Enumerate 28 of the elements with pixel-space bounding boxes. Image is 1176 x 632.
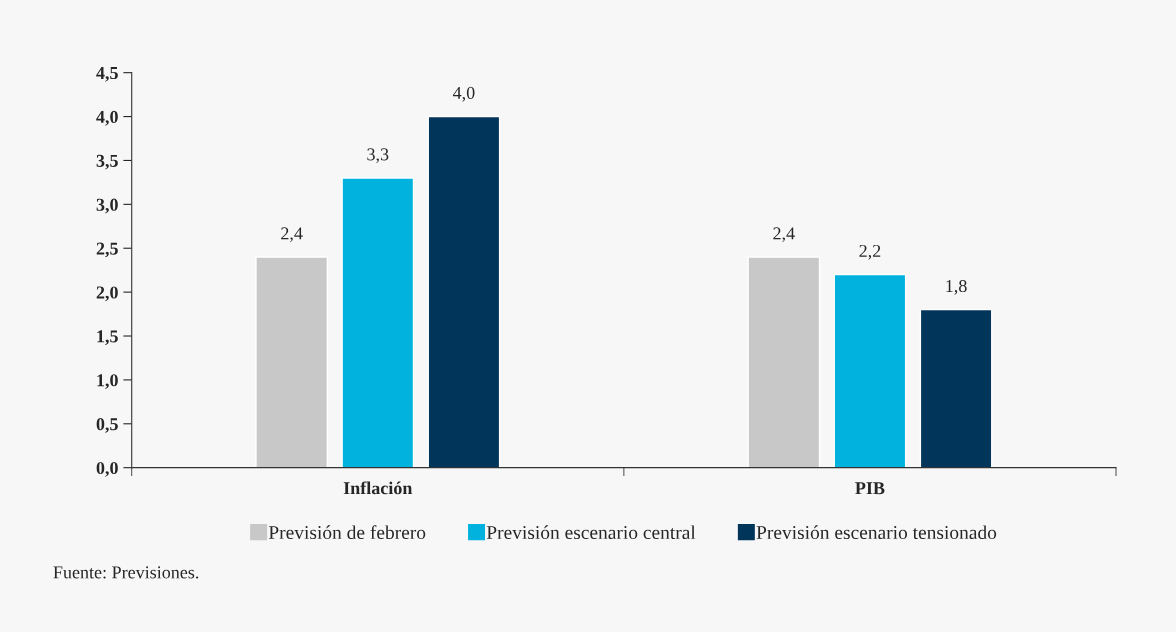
y-tick-label: 0,5	[96, 418, 118, 433]
data-label: 2,4	[281, 227, 303, 243]
bar	[919, 308, 993, 468]
x-tick-label: Inflación	[343, 481, 413, 495]
y-tick-label: 4,0	[96, 110, 118, 126]
y-tick-label: 1,5	[97, 330, 118, 346]
y-tick-label: 4,5	[96, 67, 118, 82]
bar	[255, 256, 329, 468]
y-tick-label: 3,5	[96, 154, 118, 170]
bar	[341, 177, 415, 468]
legend-label: Previsión de febrero	[268, 525, 426, 540]
bar	[747, 256, 821, 468]
bar	[833, 273, 907, 468]
legend-label: Previsión escenario tensionado	[756, 525, 997, 540]
y-tick-label: 1,0	[97, 374, 118, 389]
data-label: 2,2	[859, 244, 881, 260]
source-note: Fuente: Previsiones.	[53, 566, 199, 579]
data-label: 2,4	[773, 227, 795, 243]
y-tick-label: 2,5	[96, 242, 118, 258]
data-label: 4,0	[452, 86, 475, 102]
x-tick-label: PIB	[855, 482, 885, 495]
y-tick-label: 3,0	[96, 198, 118, 214]
data-label: 1,8	[946, 279, 967, 295]
y-tick-label: 0,0	[96, 461, 118, 477]
bar	[427, 115, 501, 468]
data-label: 3,3	[367, 148, 389, 164]
y-tick-label: 2,0	[96, 286, 118, 302]
legend-label: Previsión escenario central	[486, 525, 696, 540]
